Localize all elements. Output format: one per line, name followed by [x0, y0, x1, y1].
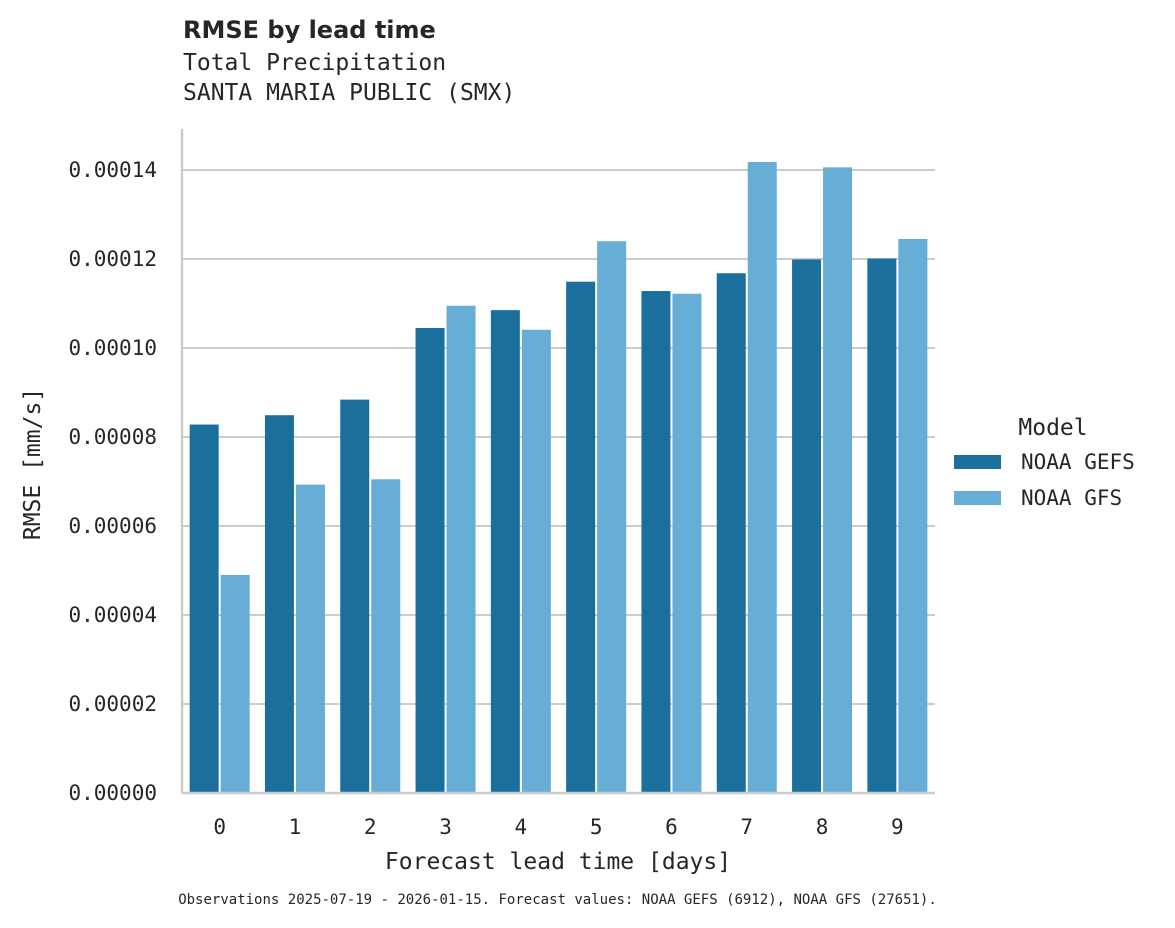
bar-noaa-gefs-day-4	[490, 310, 520, 793]
bar-noaa-gefs-day-5	[566, 281, 596, 793]
bar-noaa-gefs-day-8	[792, 259, 822, 793]
bar-noaa-gefs-day-9	[867, 258, 897, 793]
bar-noaa-gfs-day-1	[295, 484, 325, 793]
bar-noaa-gefs-day-6	[641, 291, 671, 793]
bar-noaa-gfs-day-0	[220, 574, 250, 793]
y-tick-label: 0.00008	[68, 425, 157, 449]
legend-swatch-icon	[954, 455, 1001, 469]
x-tick-label: 8	[816, 815, 829, 839]
y-tick-label: 0.00004	[68, 603, 157, 627]
gridlines	[182, 169, 935, 705]
axes: 0.00000 0.00002 0.00004 0.00006 0.00008 0.000…	[20, 129, 935, 875]
y-tick-label: 0.00014	[68, 158, 157, 182]
legend-item-label: NOAA GEFS	[1021, 450, 1135, 474]
bar-noaa-gefs-day-0	[189, 424, 219, 793]
y-tick-label: 0.00006	[68, 514, 157, 538]
bar-noaa-gefs-day-7	[716, 273, 746, 793]
x-tick-label: 6	[665, 815, 678, 839]
y-tick-label: 0.00012	[68, 247, 157, 271]
bar-noaa-gfs-day-3	[446, 305, 476, 793]
bar-noaa-gefs-day-1	[264, 415, 294, 793]
bar-noaa-gfs-day-9	[898, 238, 928, 794]
footer-note: Observations 2025-07-19 - 2026-01-15. Fo…	[178, 892, 937, 908]
chart-subtitle-variable: Total Precipitation	[183, 50, 447, 76]
x-tick-label: 4	[515, 815, 528, 839]
bar-noaa-gefs-day-2	[340, 399, 370, 793]
legend: Model NOAA GEFS NOAA GFS	[954, 415, 1135, 510]
bar-noaa-gfs-day-6	[672, 293, 702, 793]
y-tick-label: 0.00000	[68, 781, 157, 805]
legend-title: Model	[1018, 415, 1087, 441]
y-tick-label: 0.00002	[68, 692, 157, 716]
bar-noaa-gefs-day-3	[415, 327, 445, 793]
x-tick-label: 1	[289, 815, 302, 839]
bar-noaa-gfs-day-2	[371, 479, 401, 793]
x-tick-label: 0	[213, 815, 226, 839]
y-tick-label: 0.00010	[68, 336, 157, 360]
x-tick-label: 7	[740, 815, 753, 839]
y-axis-label: RMSE [mm/s]	[20, 388, 46, 540]
legend-item-label: NOAA GFS	[1021, 486, 1122, 510]
x-tick-label: 2	[364, 815, 377, 839]
x-axis-label: Forecast lead time [days]	[385, 849, 731, 875]
bar-noaa-gfs-day-4	[521, 329, 551, 793]
bar-noaa-gfs-day-7	[747, 161, 777, 794]
x-tick-label: 5	[590, 815, 603, 839]
chart-title: RMSE by lead time	[183, 16, 436, 44]
x-tick-label: 3	[439, 815, 452, 839]
legend-swatch-icon	[954, 491, 1001, 505]
bar-noaa-gfs-day-8	[823, 167, 853, 793]
bars	[189, 161, 928, 794]
bar-noaa-gfs-day-5	[597, 241, 627, 793]
x-tick-label: 9	[891, 815, 904, 839]
chart-subtitle-station: SANTA MARIA PUBLIC (SMX)	[183, 80, 516, 106]
